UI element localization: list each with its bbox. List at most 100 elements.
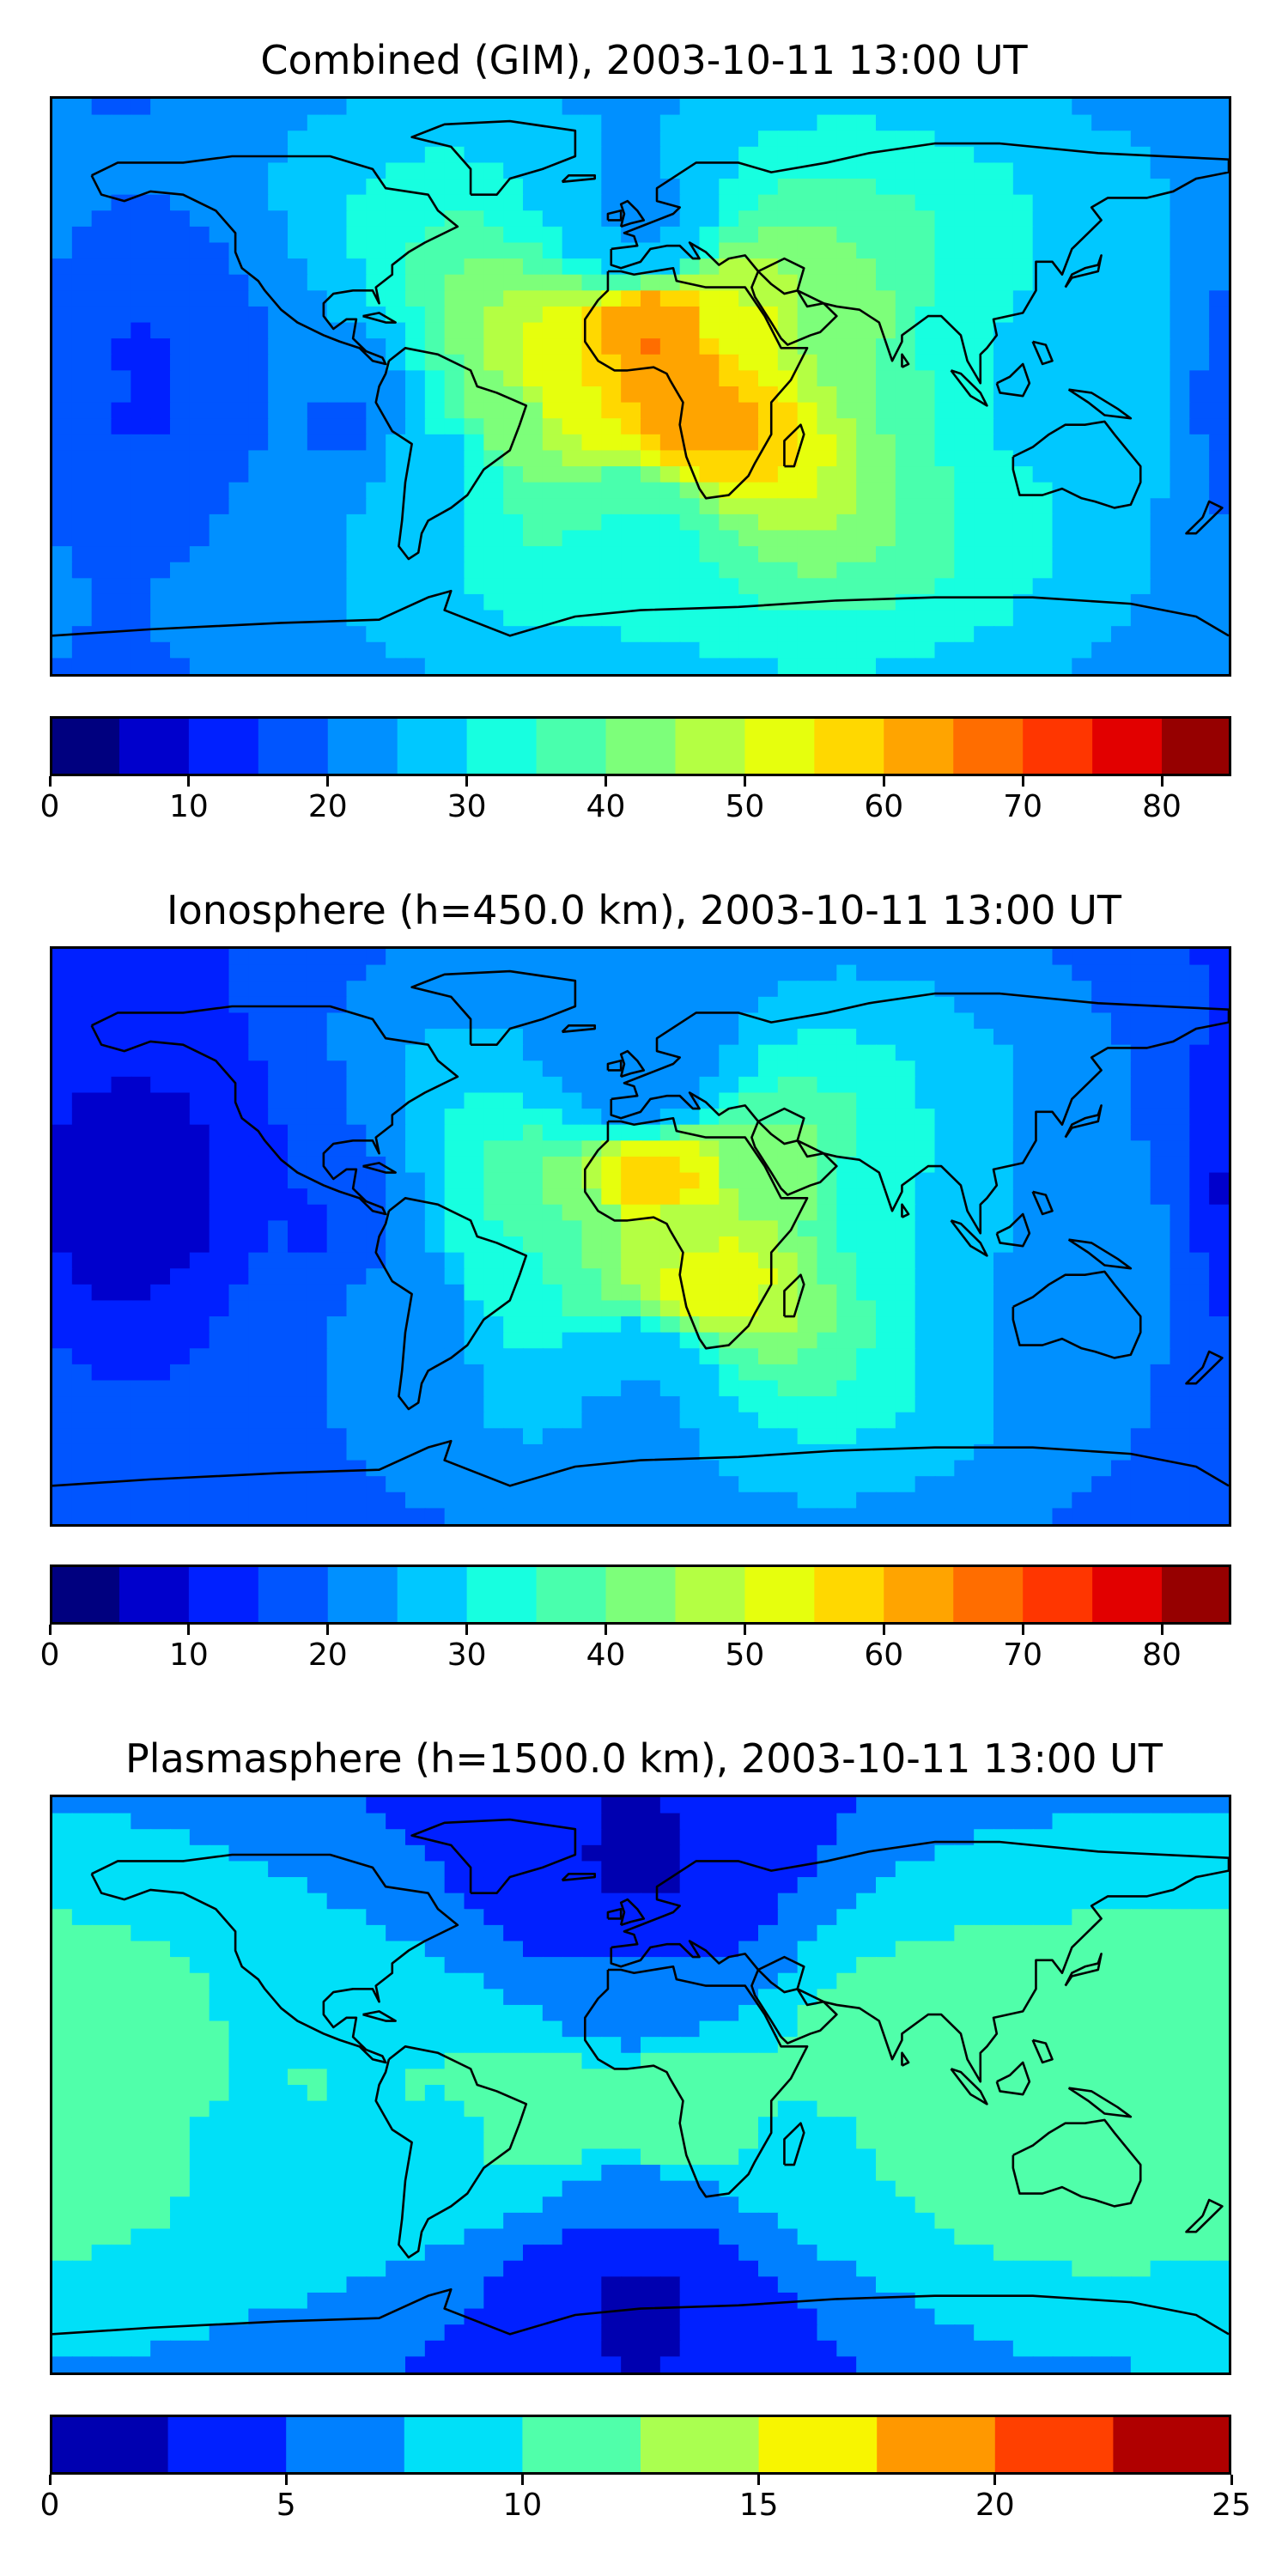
field-cell xyxy=(189,1252,210,1270)
field-cell xyxy=(659,1861,681,1879)
field-cell xyxy=(444,210,465,228)
field-cell xyxy=(307,258,328,276)
field-cell xyxy=(797,450,818,468)
field-cell xyxy=(876,1156,896,1174)
coastline xyxy=(585,1118,807,1348)
field-cell xyxy=(91,131,112,148)
field-cell xyxy=(268,658,289,674)
field-cell xyxy=(288,1044,308,1062)
field-cell xyxy=(836,498,858,516)
field-cell xyxy=(1072,1829,1093,1846)
field-cell xyxy=(464,466,485,483)
field-cell xyxy=(1170,1476,1191,1493)
field-cell xyxy=(1091,1220,1113,1238)
field-cell xyxy=(601,402,623,420)
field-cell xyxy=(228,530,250,548)
field-cell xyxy=(444,546,465,563)
field-cell xyxy=(836,1172,858,1190)
field-cell xyxy=(307,194,328,212)
field-cell xyxy=(601,418,623,435)
field-cell xyxy=(131,450,152,468)
field-cell xyxy=(659,322,681,340)
field-cell xyxy=(1012,1829,1034,1846)
field-cell xyxy=(758,949,779,966)
field-cell xyxy=(679,1268,701,1285)
field-cell xyxy=(228,1428,250,1446)
field-cell xyxy=(738,1364,760,1382)
field-cell xyxy=(71,1844,93,1862)
field-cell xyxy=(248,386,270,404)
field-cell xyxy=(1091,641,1113,659)
field-cell xyxy=(1150,482,1171,500)
field-cell xyxy=(1072,593,1093,611)
field-cell xyxy=(1072,513,1093,532)
field-cell xyxy=(209,1460,230,1478)
field-cell xyxy=(562,1909,583,1927)
field-cell xyxy=(777,1924,799,1942)
field-cell xyxy=(52,1156,73,1174)
field-cell xyxy=(288,562,308,580)
field-cell xyxy=(934,1140,956,1158)
field-cell xyxy=(993,1861,1014,1879)
field-cell xyxy=(170,578,191,596)
field-cell xyxy=(1150,981,1171,998)
field-cell xyxy=(189,1236,210,1254)
field-cell xyxy=(777,1861,799,1879)
field-cell xyxy=(659,466,681,483)
field-cell xyxy=(542,290,563,308)
field-cell xyxy=(150,610,172,628)
field-cell xyxy=(876,1300,896,1318)
field-cell xyxy=(719,290,740,308)
field-cell xyxy=(444,1909,465,1927)
field-cell xyxy=(209,1380,230,1398)
field-cell xyxy=(797,1797,818,1814)
field-cell xyxy=(954,1476,975,1493)
field-cell xyxy=(1052,402,1073,420)
field-cell xyxy=(758,593,779,611)
field-cell xyxy=(974,1460,995,1478)
field-cell xyxy=(523,530,544,548)
field-cell xyxy=(444,1460,465,1478)
field-cell xyxy=(659,593,681,611)
colorbar-tick-mark xyxy=(1021,1625,1024,1635)
field-cell xyxy=(386,530,407,548)
field-cell xyxy=(268,964,289,982)
field-cell xyxy=(836,1188,858,1206)
field-cell xyxy=(993,146,1014,164)
field-cell xyxy=(836,131,858,148)
field-cell xyxy=(386,1300,407,1318)
field-cell xyxy=(562,450,583,468)
colorbar-border xyxy=(50,1564,1231,1625)
field-cell xyxy=(1111,418,1132,435)
field-cell xyxy=(326,1156,348,1174)
field-cell xyxy=(738,226,760,244)
field-cell xyxy=(777,658,799,674)
field-cell xyxy=(424,610,446,628)
field-cell xyxy=(464,1396,485,1413)
field-cell xyxy=(326,210,348,228)
field-cell xyxy=(1072,1861,1093,1879)
field-cell xyxy=(895,226,916,244)
field-cell xyxy=(523,131,544,148)
coastline xyxy=(412,121,575,195)
field-cell xyxy=(895,1044,916,1062)
field-cell xyxy=(934,1044,956,1062)
field-cell xyxy=(483,1044,505,1062)
field-cell xyxy=(621,1268,642,1285)
field-cell xyxy=(228,626,250,643)
field-cell xyxy=(934,162,956,180)
field-cell xyxy=(189,114,210,132)
field-cell xyxy=(1170,354,1191,372)
field-cell xyxy=(111,1460,132,1478)
field-cell xyxy=(641,658,661,674)
field-cell xyxy=(1111,1092,1132,1110)
field-cell xyxy=(1189,1909,1211,1927)
field-cell xyxy=(71,610,93,628)
field-cell xyxy=(856,1428,878,1446)
field-cell xyxy=(758,450,779,468)
field-cell xyxy=(836,210,858,228)
field-cell xyxy=(150,1364,172,1382)
field-cell xyxy=(1150,338,1171,355)
field-cell xyxy=(1052,1492,1073,1510)
field-cell xyxy=(268,1508,289,1524)
